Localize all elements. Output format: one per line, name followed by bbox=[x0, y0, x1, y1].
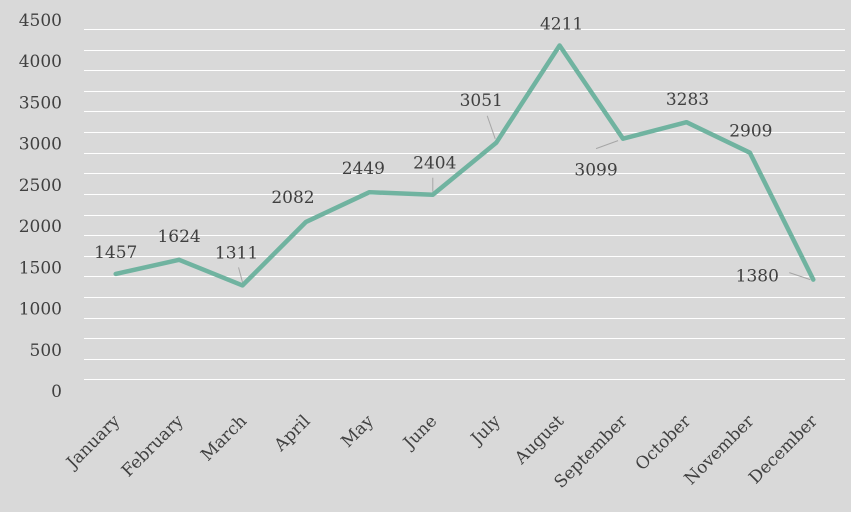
y-tick-label: 4000 bbox=[19, 52, 62, 72]
gridlines bbox=[84, 29, 845, 380]
y-tick-label: 2500 bbox=[19, 176, 62, 196]
data-label: 1624 bbox=[157, 227, 200, 247]
data-label: 2404 bbox=[413, 154, 456, 174]
x-category-label: June bbox=[398, 411, 441, 454]
x-category-label: October bbox=[632, 411, 696, 475]
y-tick-label: 0 bbox=[51, 382, 62, 402]
x-category-label: March bbox=[197, 411, 251, 465]
x-category-label: January bbox=[62, 411, 125, 474]
series-line bbox=[113, 43, 816, 288]
data-label-leader bbox=[238, 267, 244, 283]
y-tick-label: 2000 bbox=[19, 217, 62, 237]
series-layer bbox=[113, 43, 816, 288]
x-category-label: July bbox=[466, 411, 505, 450]
data-label-leader bbox=[595, 140, 619, 150]
y-tick-label: 3500 bbox=[19, 93, 62, 113]
data-label-leader bbox=[789, 272, 811, 281]
data-labels: 1457 1624 1311 2082 2449 2404 3051 4211 3099 3283… bbox=[94, 14, 779, 286]
data-label: 1457 bbox=[94, 243, 137, 263]
data-label: 3051 bbox=[460, 91, 503, 111]
data-label-leader-lines bbox=[238, 115, 811, 283]
y-tick-label: 500 bbox=[30, 341, 62, 361]
y-tick-label: 1500 bbox=[19, 258, 62, 278]
data-label: 3283 bbox=[666, 90, 709, 110]
data-label: 2909 bbox=[729, 122, 772, 142]
x-category-label: April bbox=[270, 411, 315, 456]
y-tick-label: 4500 bbox=[19, 11, 62, 31]
data-label: 1311 bbox=[215, 243, 258, 263]
data-label: 4211 bbox=[540, 14, 583, 34]
x-category-label: May bbox=[337, 411, 378, 452]
data-label-leader bbox=[486, 115, 496, 139]
data-label: 2449 bbox=[342, 159, 385, 179]
data-label: 2082 bbox=[271, 188, 314, 208]
y-tick-label: 1000 bbox=[19, 300, 62, 320]
data-label: 1380 bbox=[736, 267, 779, 287]
y-axis-tick-labels: 0 500 1000 1500 2000 2500 3000 3500 4000 4500 bbox=[19, 11, 62, 402]
x-category-label: December bbox=[745, 411, 822, 488]
data-label: 3099 bbox=[574, 161, 617, 181]
x-category-label: February bbox=[118, 411, 188, 481]
y-tick-label: 3000 bbox=[19, 135, 62, 155]
x-category-label: August bbox=[510, 411, 568, 469]
